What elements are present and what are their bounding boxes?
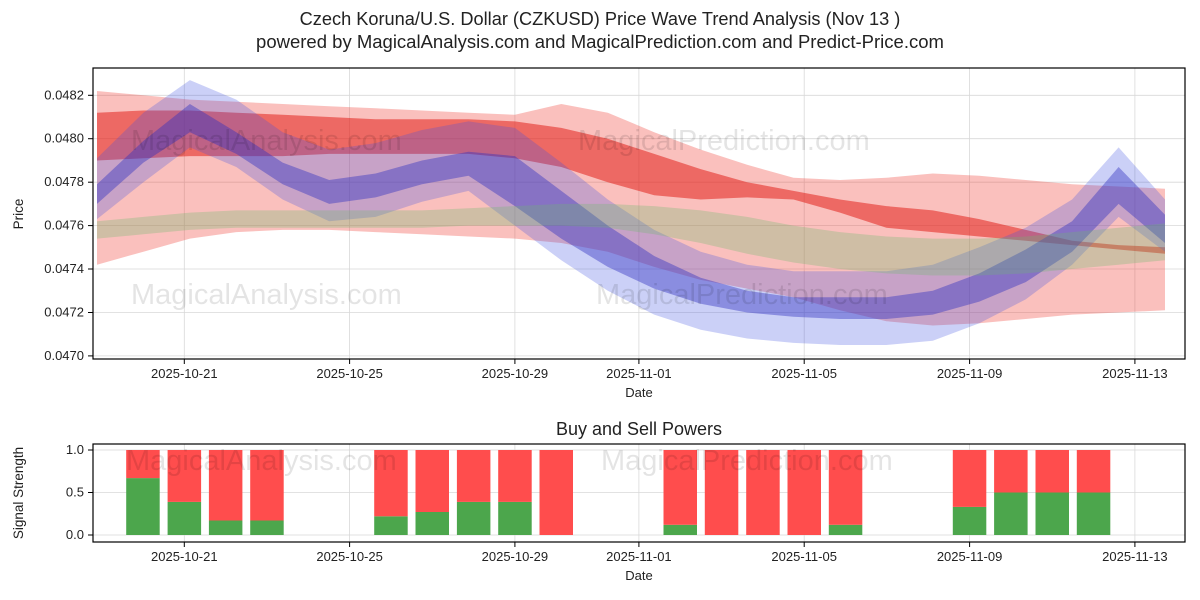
svg-text:0.5: 0.5 bbox=[66, 485, 84, 500]
svg-text:2025-11-05: 2025-11-05 bbox=[771, 366, 837, 381]
svg-text:2025-11-01: 2025-11-01 bbox=[606, 366, 672, 381]
svg-text:2025-11-13: 2025-11-13 bbox=[1102, 366, 1168, 381]
svg-text:0.0470: 0.0470 bbox=[44, 348, 84, 363]
svg-text:MagicalPrediction.com: MagicalPrediction.com bbox=[596, 279, 888, 311]
svg-text:Buy and Sell Powers: Buy and Sell Powers bbox=[556, 419, 722, 439]
svg-text:2025-11-09: 2025-11-09 bbox=[937, 549, 1003, 564]
svg-text:2025-11-01: 2025-11-01 bbox=[606, 549, 672, 564]
svg-text:1.0: 1.0 bbox=[66, 442, 84, 457]
svg-text:Signal Strength: Signal Strength bbox=[11, 447, 26, 539]
svg-text:MagicalPrediction.com: MagicalPrediction.com bbox=[578, 125, 870, 157]
svg-text:2025-11-09: 2025-11-09 bbox=[937, 366, 1003, 381]
svg-text:MagicalAnalysis.com: MagicalAnalysis.com bbox=[131, 125, 402, 157]
svg-text:0.0476: 0.0476 bbox=[44, 218, 84, 233]
svg-text:Date: Date bbox=[625, 568, 652, 583]
svg-text:MagicalAnalysis.com: MagicalAnalysis.com bbox=[126, 445, 397, 477]
svg-text:0.0482: 0.0482 bbox=[44, 87, 84, 102]
svg-text:0.0: 0.0 bbox=[66, 527, 84, 542]
svg-text:MagicalPrediction.com: MagicalPrediction.com bbox=[601, 445, 893, 477]
svg-text:2025-11-13: 2025-11-13 bbox=[1102, 549, 1168, 564]
svg-text:2025-10-25: 2025-10-25 bbox=[316, 549, 383, 564]
svg-text:0.0472: 0.0472 bbox=[44, 305, 84, 320]
svg-text:MagicalAnalysis.com: MagicalAnalysis.com bbox=[131, 279, 402, 311]
svg-text:Price: Price bbox=[11, 199, 26, 230]
svg-text:2025-10-25: 2025-10-25 bbox=[316, 366, 383, 381]
svg-text:0.0480: 0.0480 bbox=[44, 131, 84, 146]
svg-text:2025-10-21: 2025-10-21 bbox=[151, 549, 218, 564]
svg-text:Date: Date bbox=[625, 385, 652, 400]
svg-text:2025-10-29: 2025-10-29 bbox=[482, 366, 549, 381]
svg-text:2025-10-21: 2025-10-21 bbox=[151, 366, 218, 381]
svg-text:2025-10-29: 2025-10-29 bbox=[482, 549, 549, 564]
svg-text:0.0478: 0.0478 bbox=[44, 174, 84, 189]
svg-text:0.0474: 0.0474 bbox=[44, 261, 84, 276]
svg-text:2025-11-05: 2025-11-05 bbox=[771, 549, 837, 564]
